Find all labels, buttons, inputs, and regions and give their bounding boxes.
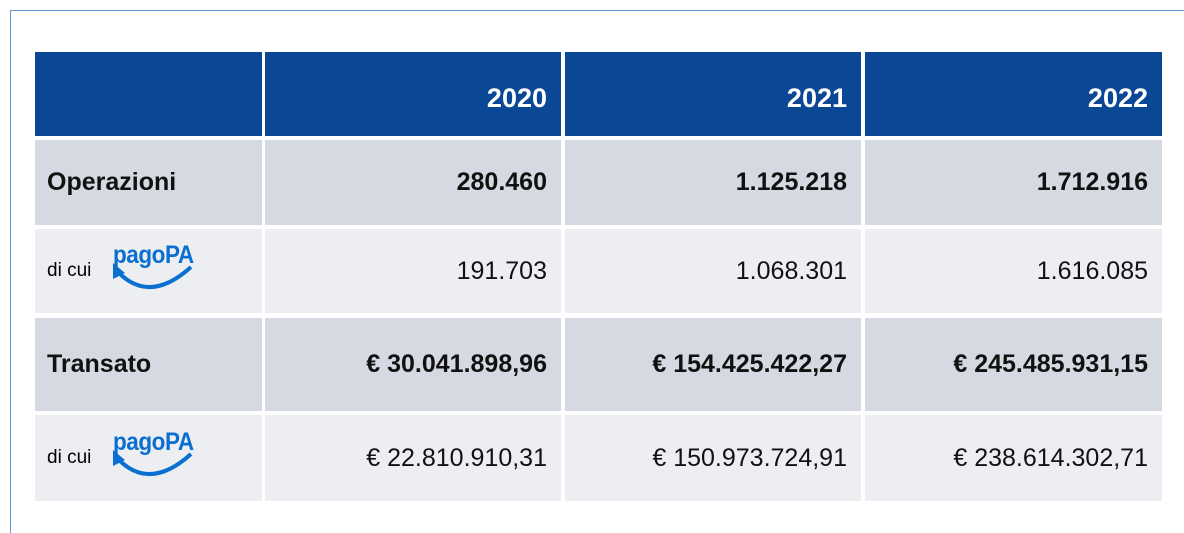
value-cell: € 154.425.422,27 bbox=[565, 318, 861, 411]
row-label: Operazioni bbox=[47, 168, 177, 196]
header-cell bbox=[35, 52, 262, 136]
value-cell: € 22.810.910,31 bbox=[265, 415, 561, 501]
row-label: di cui bbox=[47, 447, 92, 468]
frame bbox=[10, 10, 1184, 533]
header-cell: 2020 bbox=[265, 52, 561, 136]
row-label-cell: Operazioni bbox=[35, 140, 262, 225]
value-cell: 280.460 bbox=[265, 140, 561, 225]
value-cell: 1.616.085 bbox=[865, 229, 1162, 313]
logo: pagoPA bbox=[109, 241, 201, 299]
logo-arrow bbox=[113, 263, 193, 289]
value-cell: € 245.485.931,15 bbox=[865, 318, 1162, 411]
logo: pagoPA bbox=[109, 428, 201, 486]
logo-arrow bbox=[113, 450, 193, 476]
value-cell: € 150.973.724,91 bbox=[565, 415, 861, 501]
logo-text: pagoPA bbox=[113, 428, 194, 456]
header-cell: 2021 bbox=[565, 52, 861, 136]
value-cell: € 238.614.302,71 bbox=[865, 415, 1162, 501]
value-cell: 191.703 bbox=[265, 229, 561, 313]
value-cell: € 30.041.898,96 bbox=[265, 318, 561, 411]
row-label-cell: Transato bbox=[35, 318, 262, 411]
row-label-cell: di cui pagoPA bbox=[35, 229, 262, 313]
row-label: di cui bbox=[47, 260, 92, 281]
value-cell: 1.125.218 bbox=[565, 140, 861, 225]
row-label-cell: di cui pagoPA bbox=[35, 415, 262, 501]
value-cell: 1.712.916 bbox=[865, 140, 1162, 225]
header-cell: 2022 bbox=[865, 52, 1162, 136]
logo-text: pagoPA bbox=[113, 241, 194, 269]
value-cell: 1.068.301 bbox=[565, 229, 861, 313]
row-label: Transato bbox=[47, 350, 152, 378]
